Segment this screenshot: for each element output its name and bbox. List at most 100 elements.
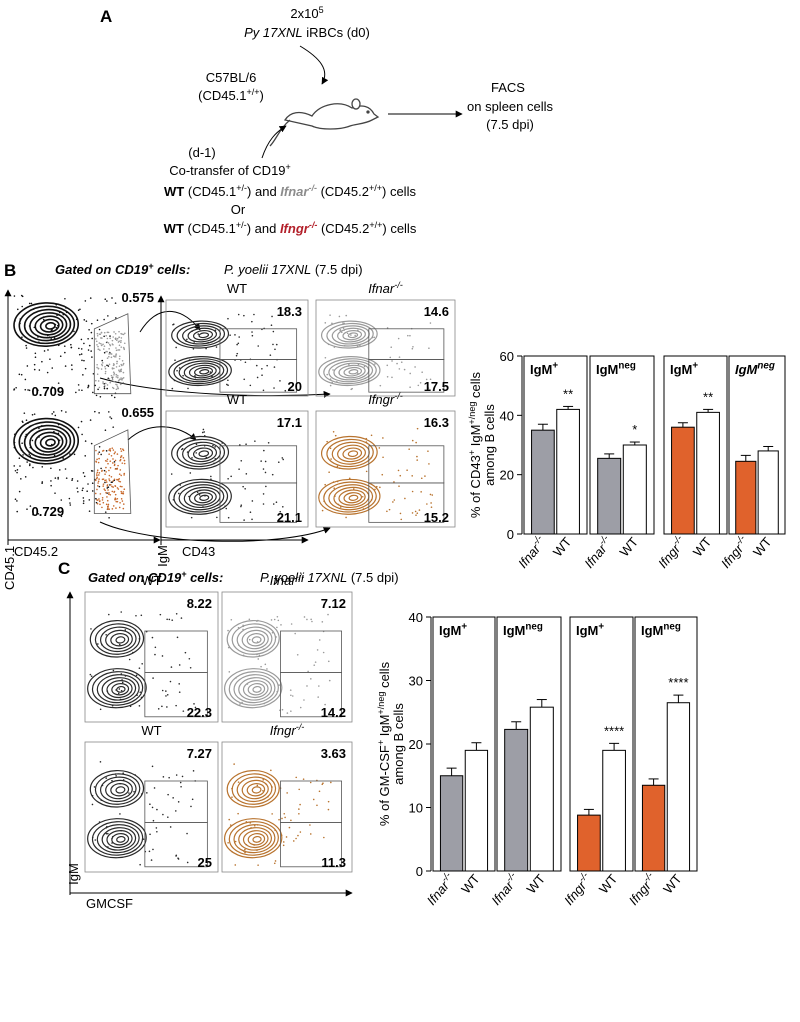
panel-title-part: neg: [663, 621, 680, 632]
event-dot: [81, 359, 83, 362]
event-dot: [41, 466, 44, 468]
event-dot: [231, 796, 233, 798]
event-dot: [118, 355, 121, 358]
event-dot: [227, 516, 230, 519]
contour: [247, 833, 266, 846]
event-dot: [75, 391, 77, 394]
event-dot: [162, 813, 164, 816]
bar: [602, 749, 626, 872]
event-dot: [278, 818, 280, 821]
event-dot: [138, 667, 141, 669]
event-dot: [96, 474, 98, 477]
event-dot: [378, 447, 381, 449]
event-dot: [151, 765, 154, 768]
event-dot: [311, 620, 313, 623]
event-dot: [113, 452, 116, 455]
event-dot: [64, 297, 66, 300]
event-dot: [295, 776, 298, 779]
event-dot: [317, 696, 319, 698]
event-dot: [114, 302, 117, 304]
event-dot: [386, 327, 389, 329]
contour: [188, 489, 217, 506]
event-dot: [96, 363, 98, 366]
event-dot: [106, 458, 109, 461]
sup: +/+: [369, 220, 382, 230]
event-dot: [119, 456, 122, 459]
event-dot: [14, 469, 17, 472]
event-dot: [203, 431, 205, 433]
panel-title-part: IgM: [576, 623, 598, 638]
contour: [348, 494, 359, 501]
event-dot: [88, 344, 91, 347]
event-dot: [107, 613, 110, 616]
event-dot: [97, 367, 100, 370]
event-dot: [109, 416, 111, 418]
gate-value: 0.729: [32, 504, 65, 519]
event-dot: [34, 356, 37, 359]
event-dot: [256, 784, 259, 787]
event-dot: [400, 361, 403, 363]
mouse-genotype: (CD45.1+/+): [198, 87, 264, 103]
contour: [194, 492, 214, 504]
event-dot: [151, 806, 154, 809]
event-dot: [330, 781, 332, 784]
event-dot: [272, 343, 274, 346]
event-dot: [30, 302, 33, 305]
event-dot: [112, 449, 115, 451]
event-dot: [121, 485, 123, 488]
event-dot: [113, 380, 115, 383]
event-dot: [49, 358, 51, 360]
panel-title: IgMneg: [641, 621, 681, 638]
event-dot: [327, 800, 330, 803]
event-dot: [397, 469, 400, 472]
contour: [337, 327, 366, 343]
arrow: [127, 426, 197, 441]
sup: +: [148, 261, 154, 271]
panel-title-part: +: [461, 621, 467, 632]
event-dot: [109, 484, 112, 486]
event-dot: [115, 373, 118, 376]
event-dot: [122, 364, 124, 366]
event-dot: [196, 491, 199, 494]
event-dot: [202, 428, 205, 431]
event-dot: [97, 453, 100, 455]
event-dot: [121, 681, 124, 684]
event-dot: [271, 631, 274, 634]
contour: [115, 786, 126, 794]
event-dot: [429, 493, 432, 496]
contour: [87, 818, 147, 859]
event-dot: [155, 827, 158, 829]
event-dot: [141, 662, 143, 665]
event-dot: [265, 485, 267, 488]
event-dot: [120, 364, 123, 367]
bar: [757, 450, 779, 535]
event-dot: [148, 850, 151, 853]
plot-title: Ifnar-/-: [270, 572, 305, 588]
sup: +: [286, 162, 291, 172]
event-dot: [277, 461, 280, 463]
gate-value: 7.12: [321, 596, 346, 611]
text: P. yoelii 17XNL: [224, 262, 311, 277]
contour: [116, 685, 126, 693]
event-dot: [288, 826, 291, 829]
event-dot: [88, 328, 90, 331]
event-dot: [111, 508, 114, 510]
event-dot: [332, 369, 334, 371]
event-dot: [237, 313, 240, 316]
event-dot: [117, 488, 120, 490]
event-dot: [409, 372, 412, 375]
gating: Gated on CD19+ cells:: [88, 569, 223, 585]
event-dot: [81, 389, 83, 392]
event-dot: [257, 864, 259, 866]
event-dot: [176, 636, 179, 639]
gate: [368, 445, 445, 484]
contour: [224, 668, 283, 709]
y-axis-label-part: % of CD43: [468, 455, 483, 518]
event-dot: [109, 466, 112, 469]
event-dot: [76, 480, 79, 482]
event-dot: [416, 427, 419, 430]
event-dot: [20, 373, 23, 376]
event-dot: [87, 385, 90, 387]
event-dot: [28, 389, 31, 392]
dose-text: 2x10: [290, 6, 318, 21]
